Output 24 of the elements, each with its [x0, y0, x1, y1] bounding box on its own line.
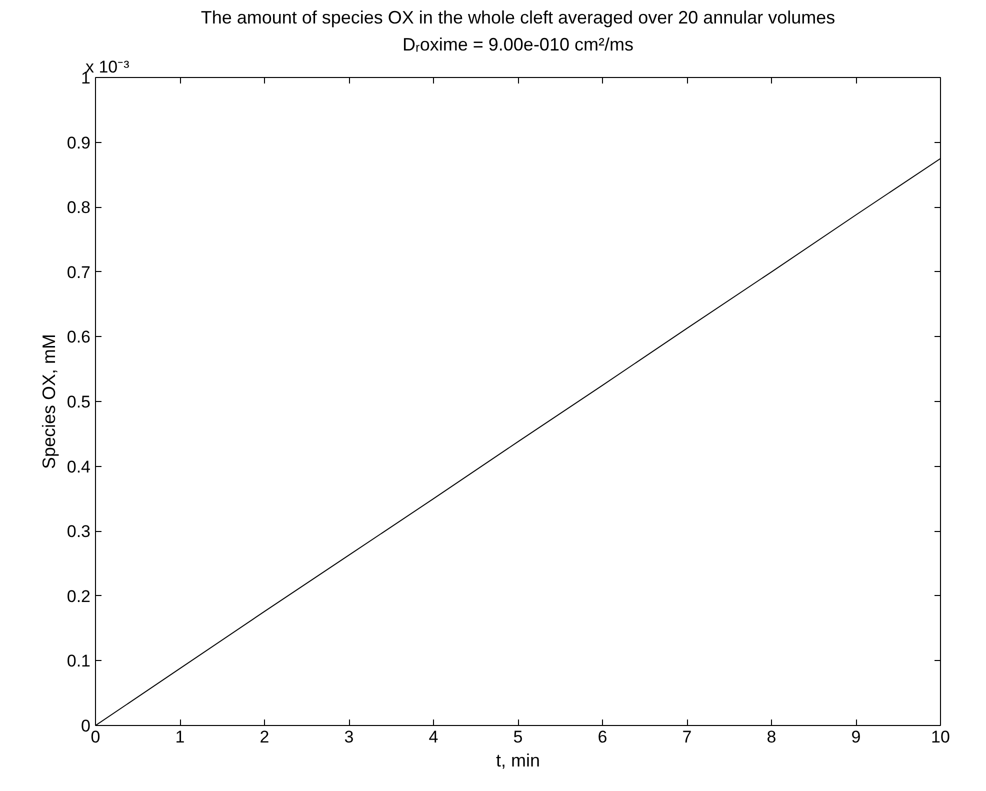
x-tick-label: 6 — [598, 728, 608, 746]
y-axis-title: Species OX, mM — [38, 334, 59, 470]
x-tick-label: 8 — [766, 728, 776, 746]
y-tick-label: 0.7 — [66, 262, 91, 282]
y-tick-label: 0.8 — [66, 198, 91, 218]
y-tick-label: 0.4 — [66, 457, 91, 476]
x-tick-label: 3 — [344, 728, 354, 746]
text: x 10⁻³ — [86, 58, 130, 76]
y-tick-label: 0.1 — [66, 652, 91, 671]
y-tick-label: 0.9 — [66, 133, 91, 152]
y-tick-label: 0.3 — [66, 522, 91, 542]
x-tick-label: 2 — [260, 728, 270, 746]
x-tick-label: 7 — [682, 728, 692, 746]
x-tick-label: 5 — [513, 728, 523, 746]
x-tick-label: 10 — [931, 728, 950, 746]
x-axis-title: t, min — [496, 750, 540, 770]
chart-title: The amount of species OX in the whole cleft averaged over 20 annular volumes — [200, 8, 836, 28]
chart-subtitle: Dᵣoxime = 9.00e-010 cm²/ms — [402, 34, 634, 54]
y-tick-label: 0.2 — [66, 586, 91, 606]
y-tick-label: 0.5 — [66, 392, 91, 412]
x-tick-label: 4 — [428, 728, 438, 746]
x-tick-label: 9 — [851, 728, 861, 746]
x-tick-label: 1 — [175, 728, 185, 746]
y-tick-label: 0.6 — [66, 328, 91, 347]
